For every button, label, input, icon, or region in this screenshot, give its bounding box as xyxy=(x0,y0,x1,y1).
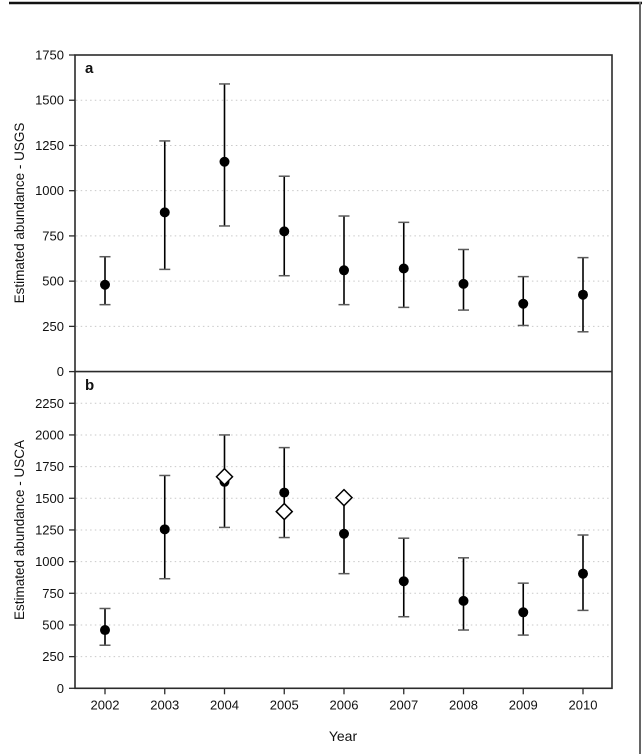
x-tick-label: 2010 xyxy=(569,697,598,712)
data-point-circle xyxy=(100,625,110,636)
x-tick-label: 2008 xyxy=(449,697,478,712)
y-tick-label: 1250 xyxy=(35,522,64,537)
x-tick-label: 2007 xyxy=(389,697,418,712)
y-tick-label: 2250 xyxy=(35,396,64,411)
plot-layer: 0 250 500 750 1000 1250 1500 1750 0 250 500 750 1000… xyxy=(35,48,613,712)
x-tick-label: 2004 xyxy=(210,697,239,712)
y-tick-label: 1250 xyxy=(35,138,64,153)
y-tick-label: 750 xyxy=(42,586,64,601)
x-tick-label: 2003 xyxy=(150,697,179,712)
y-tick-label: 500 xyxy=(42,617,64,632)
y-tick-label: 1000 xyxy=(35,183,64,198)
data-point-circle xyxy=(578,568,588,579)
x-tick-label: 2006 xyxy=(330,697,359,712)
data-point-circle xyxy=(518,607,529,618)
y-tick-label: 500 xyxy=(42,274,64,289)
data-point-circle xyxy=(339,265,349,276)
y-tick-label: 0 xyxy=(57,364,64,379)
x-tick-label: 2005 xyxy=(270,697,299,712)
data-point-circle xyxy=(518,298,529,309)
data-point-diamond xyxy=(275,502,294,521)
data-point-circle xyxy=(398,576,409,587)
data-point-circle xyxy=(100,279,110,290)
x-tick-label: 2002 xyxy=(91,697,120,712)
data-point-circle xyxy=(578,289,588,300)
y-tick-label: 250 xyxy=(42,319,64,334)
data-point-circle xyxy=(279,226,290,237)
axis-titles: a b Estimated abundance - USGS Estimated… xyxy=(12,60,357,744)
data-point-circle xyxy=(159,524,170,535)
data-point-circle xyxy=(339,528,349,539)
y-tick-label: 1750 xyxy=(35,459,64,474)
x-tick-label: 2009 xyxy=(509,697,538,712)
y-axis-title-usca: Estimated abundance - USCA xyxy=(12,440,27,620)
data-point-circle xyxy=(159,207,170,218)
data-point-diamond xyxy=(215,467,234,486)
y-tick-label: 2000 xyxy=(35,427,64,442)
panel-a: 0 250 500 750 1000 1250 1500 1750 xyxy=(35,48,611,379)
y-tick-label: 1000 xyxy=(35,554,64,569)
data-point-circle xyxy=(458,595,469,606)
x-axis-title: Year xyxy=(329,728,358,744)
y-axis-title-usgs: Estimated abundance - USGS xyxy=(12,123,27,304)
data-point-circle xyxy=(458,278,469,289)
y-tick-label: 1750 xyxy=(35,48,64,63)
panel-b: 0 250 500 750 1000 1250 1500 1750 2000 2250 xyxy=(35,396,611,696)
panel-a-label: a xyxy=(85,60,94,77)
y-tick-label: 250 xyxy=(42,649,64,664)
y-tick-label: 0 xyxy=(57,681,64,696)
data-point-circle xyxy=(398,263,409,274)
y-tick-label: 1500 xyxy=(35,93,64,108)
data-point-circle xyxy=(219,156,230,167)
data-point-circle xyxy=(279,487,290,498)
y-tick-label: 750 xyxy=(42,228,64,243)
data-point-diamond xyxy=(334,488,354,507)
y-tick-label: 1500 xyxy=(35,491,64,506)
panel-b-label: b xyxy=(85,377,94,394)
